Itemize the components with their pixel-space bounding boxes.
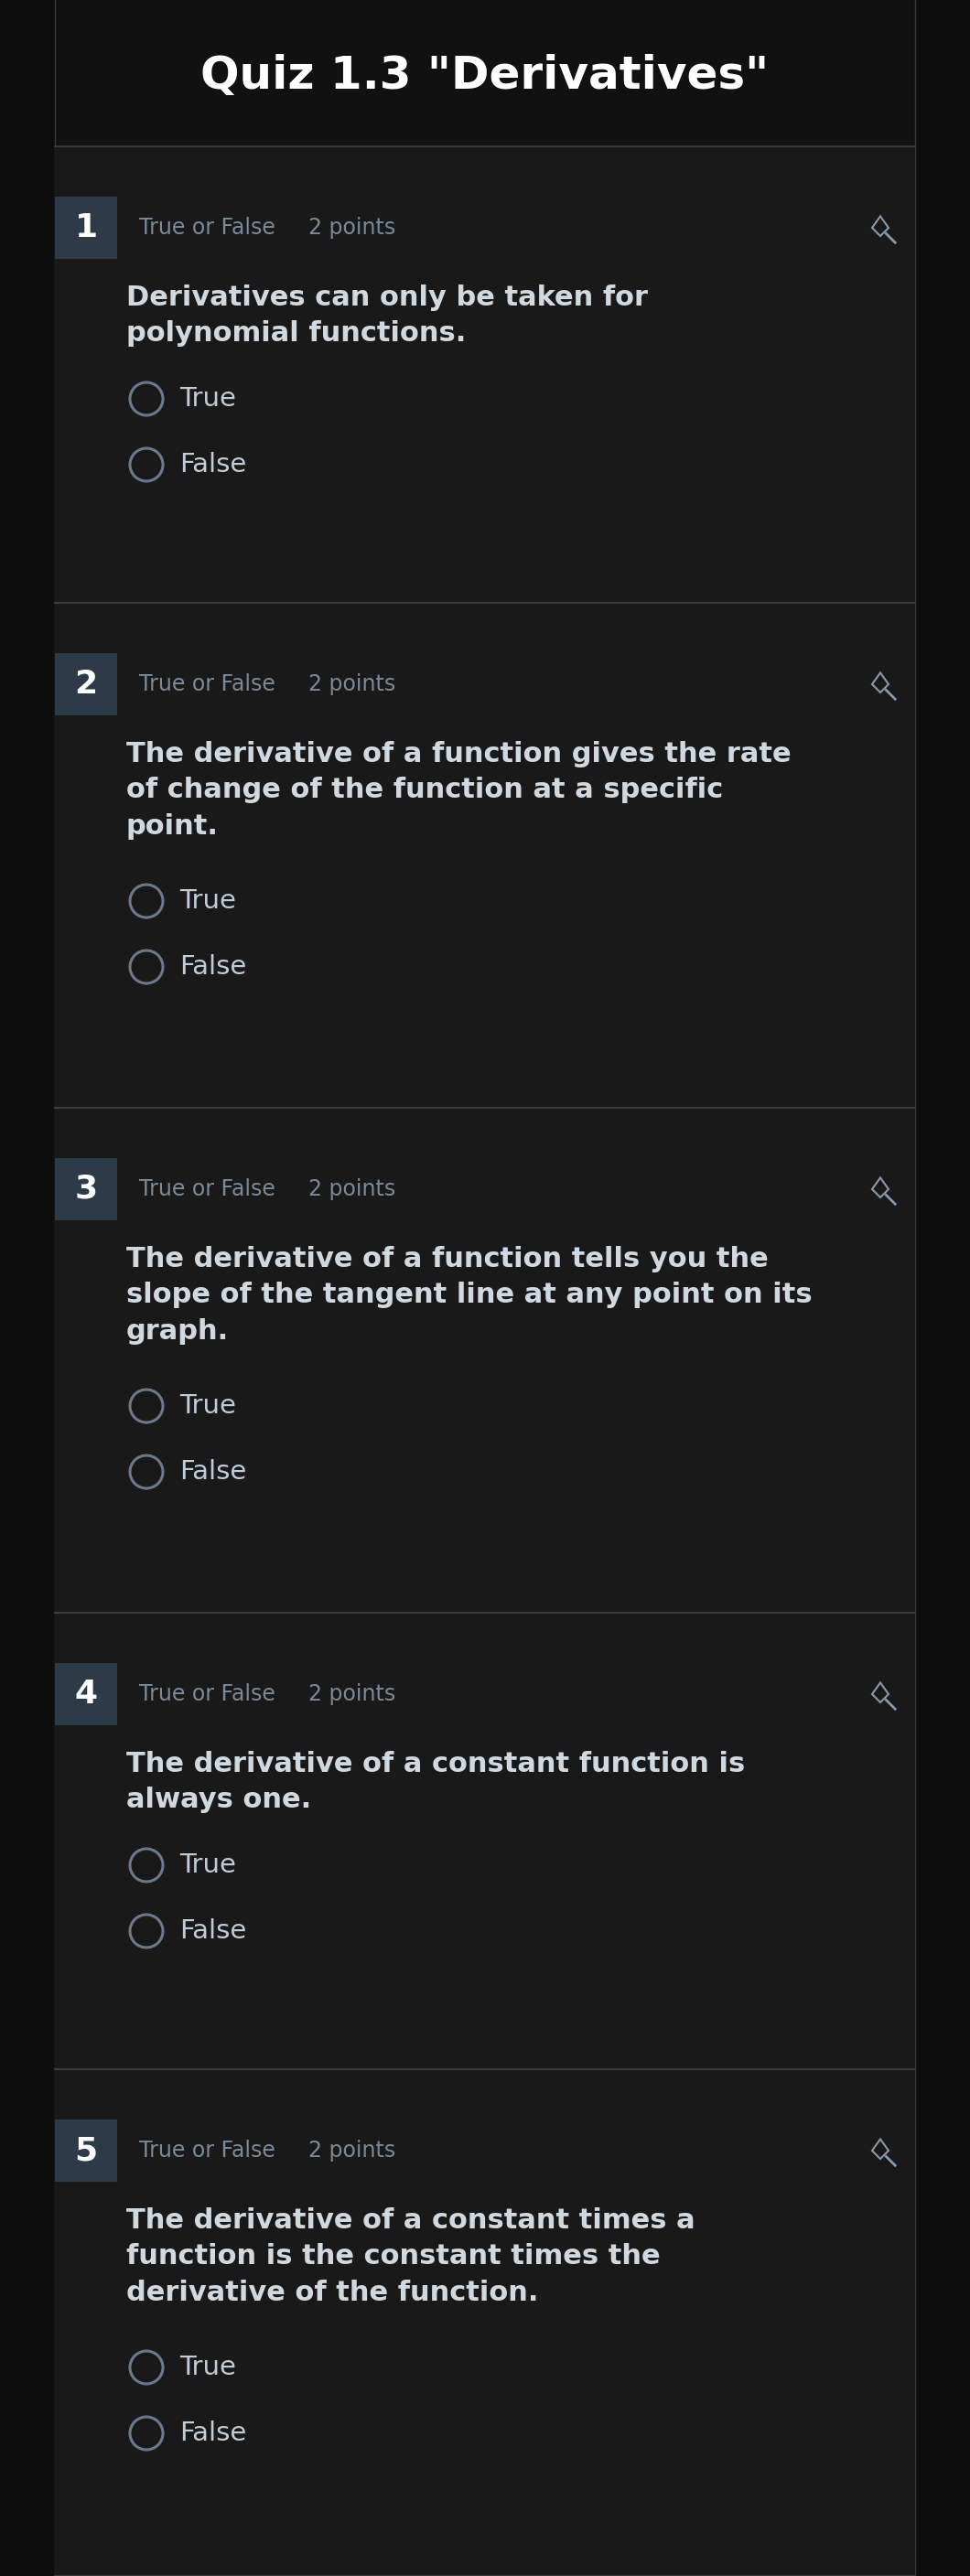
Text: True: True	[179, 1394, 236, 1419]
Text: True: True	[179, 1852, 236, 1878]
Text: 2 points: 2 points	[308, 672, 396, 696]
Text: True or False: True or False	[139, 672, 275, 696]
Text: False: False	[179, 953, 246, 979]
Text: True or False: True or False	[139, 1682, 275, 1705]
Text: False: False	[179, 451, 246, 477]
Text: The derivative of a constant function is
always one.: The derivative of a constant function is…	[126, 1752, 745, 1814]
Bar	[55, 1159, 117, 1221]
Text: False: False	[179, 1458, 246, 1484]
Text: True: True	[179, 889, 236, 914]
Text: True: True	[179, 386, 236, 412]
Text: True or False: True or False	[139, 1177, 275, 1200]
Text: 5: 5	[75, 2136, 98, 2166]
Text: 3: 3	[75, 1175, 98, 1206]
Text: The derivative of a constant times a
function is the constant times the
derivati: The derivative of a constant times a fun…	[126, 2208, 695, 2306]
Bar	[55, 147, 915, 603]
Bar	[55, 2120, 117, 2182]
Text: 2 points: 2 points	[308, 1177, 396, 1200]
Text: True or False: True or False	[139, 216, 275, 240]
Text: 2 points: 2 points	[308, 216, 396, 240]
Text: The derivative of a function gives the rate
of change of the function at a speci: The derivative of a function gives the r…	[126, 742, 792, 840]
Text: False: False	[179, 2421, 246, 2447]
Bar	[55, 1108, 915, 1613]
Bar	[0, 0, 55, 2576]
Bar	[55, 1664, 117, 1726]
Bar	[55, 1613, 915, 2069]
Bar	[55, 2069, 915, 2576]
Text: True: True	[179, 2354, 236, 2380]
Text: 1: 1	[75, 211, 98, 242]
Bar	[915, 0, 970, 2576]
Bar	[55, 654, 117, 716]
Text: 2 points: 2 points	[308, 2141, 396, 2161]
Text: True or False: True or False	[139, 2141, 275, 2161]
Text: 2 points: 2 points	[308, 1682, 396, 1705]
Bar	[55, 196, 117, 258]
Text: Derivatives can only be taken for
polynomial functions.: Derivatives can only be taken for polyno…	[126, 283, 648, 348]
Text: The derivative of a function tells you the
slope of the tangent line at any poin: The derivative of a function tells you t…	[126, 1247, 812, 1345]
Text: 4: 4	[75, 1680, 98, 1710]
Text: Quiz 1.3 "Derivatives": Quiz 1.3 "Derivatives"	[201, 54, 769, 98]
Text: False: False	[179, 1919, 246, 1945]
Bar	[55, 603, 915, 1108]
Text: 2: 2	[75, 670, 98, 701]
